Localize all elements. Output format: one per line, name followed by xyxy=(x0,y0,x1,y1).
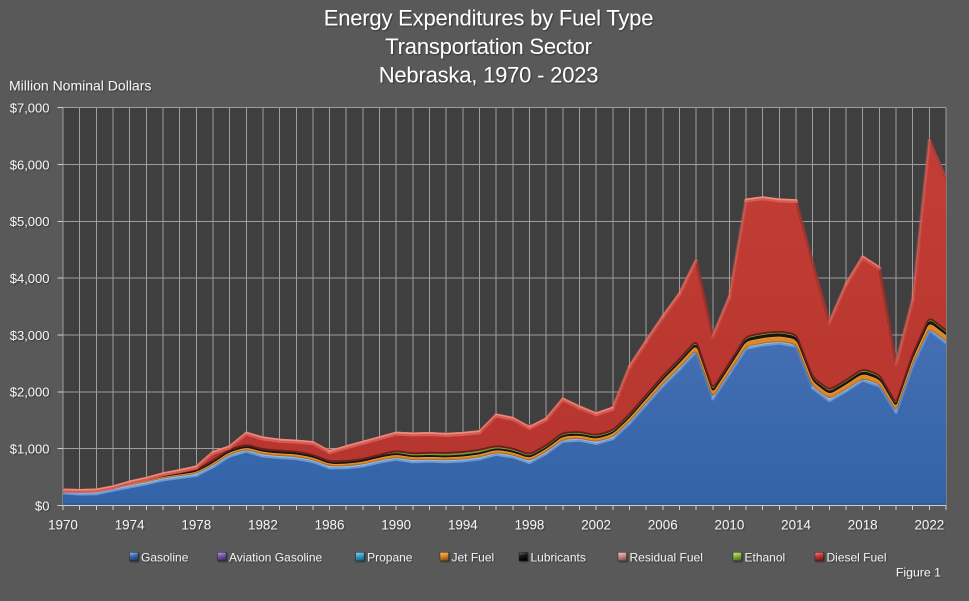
svg-text:Energy Expenditures by Fuel Ty: Energy Expenditures by Fuel Type xyxy=(324,5,654,30)
svg-text:2002: 2002 xyxy=(581,518,611,533)
svg-text:Transportation Sector: Transportation Sector xyxy=(385,34,592,59)
svg-text:$3,000: $3,000 xyxy=(10,328,50,343)
svg-text:1970: 1970 xyxy=(48,518,78,533)
svg-text:1978: 1978 xyxy=(181,518,211,533)
svg-text:1998: 1998 xyxy=(515,518,545,533)
svg-text:1986: 1986 xyxy=(315,518,345,533)
svg-text:$7,000: $7,000 xyxy=(10,100,50,115)
svg-text:$1,000: $1,000 xyxy=(10,442,50,457)
svg-text:1982: 1982 xyxy=(248,518,278,533)
svg-text:1994: 1994 xyxy=(448,518,478,533)
svg-text:Nebraska, 1970 - 2023: Nebraska, 1970 - 2023 xyxy=(379,62,599,87)
svg-text:2010: 2010 xyxy=(715,518,745,533)
svg-text:Residual Fuel: Residual Fuel xyxy=(630,550,703,564)
svg-text:Lubricants: Lubricants xyxy=(531,550,586,564)
svg-text:1974: 1974 xyxy=(115,518,145,533)
svg-text:2006: 2006 xyxy=(648,518,678,533)
svg-text:Aviation Gasoline: Aviation Gasoline xyxy=(229,550,322,564)
svg-text:Figure 1: Figure 1 xyxy=(896,566,941,580)
svg-text:$6,000: $6,000 xyxy=(10,157,50,172)
svg-text:Diesel Fuel: Diesel Fuel xyxy=(827,550,887,564)
svg-text:$5,000: $5,000 xyxy=(10,214,50,229)
svg-text:Gasoline: Gasoline xyxy=(141,550,189,564)
svg-text:2018: 2018 xyxy=(848,518,878,533)
svg-text:Million Nominal Dollars: Million Nominal Dollars xyxy=(9,78,151,94)
svg-text:$4,000: $4,000 xyxy=(10,271,50,286)
svg-text:$0: $0 xyxy=(35,498,49,513)
svg-text:$2,000: $2,000 xyxy=(10,385,50,400)
svg-text:1990: 1990 xyxy=(381,518,411,533)
svg-text:Propane: Propane xyxy=(367,550,413,564)
svg-text:2014: 2014 xyxy=(781,518,811,533)
svg-text:2022: 2022 xyxy=(914,518,944,533)
svg-text:Jet Fuel: Jet Fuel xyxy=(452,550,495,564)
svg-text:Ethanol: Ethanol xyxy=(745,550,786,564)
